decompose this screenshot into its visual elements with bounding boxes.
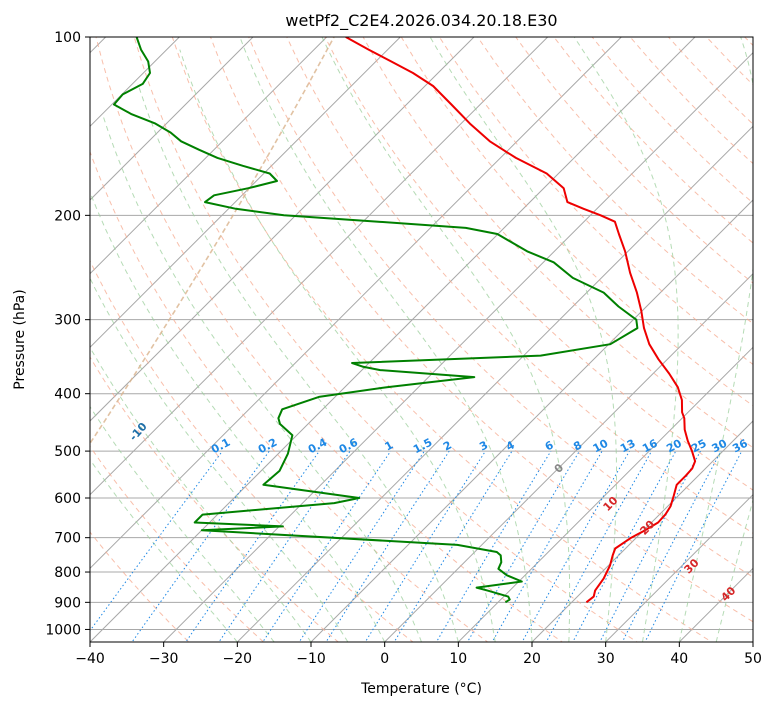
plot-frame (89, 36, 754, 643)
dry-adiabat (133, 37, 638, 642)
mixing-ratio-label: 10 (591, 437, 611, 456)
isotherm-gridline (384, 272, 753, 642)
moist-adiabat (179, 49, 496, 642)
mixing-ratio-label: 16 (640, 437, 660, 456)
mixing-ratio-line (491, 450, 603, 642)
chart-title: wetPf2_C2E4.2026.034.20.18.E30 (285, 11, 557, 31)
y-tick-label: 500 (54, 444, 81, 460)
moist-adiabat (90, 190, 386, 642)
dry-adiabat (210, 37, 753, 623)
mixing-ratio-line (435, 450, 552, 642)
dry-adiabat (90, 259, 414, 642)
tick-layer: −40 −30 −20 −10 0 10 20 30 40 50 100 200 300 400 500 60… (45, 30, 762, 667)
dry-adiabat (400, 37, 753, 407)
dry-adiabat (90, 356, 339, 642)
x-axis-label: Temperature (°C) (360, 681, 482, 697)
moist-adiabat (239, 37, 533, 642)
dry-adiabat (438, 37, 753, 366)
moist-adiabat (90, 458, 238, 642)
isotherm-gridline (457, 346, 753, 642)
plot-area: 0.10.20.40.611.52346810131620253036-100-… (90, 37, 753, 642)
isotherm-gridline (90, 37, 254, 201)
isotherm-gridline (90, 37, 549, 496)
x-tick-label: 20 (523, 651, 541, 667)
x-tick-label: −40 (75, 651, 105, 667)
moist-adiabat (90, 277, 349, 642)
y-tick-label: 200 (54, 208, 81, 224)
x-tick-label: −10 (296, 651, 326, 667)
dry-adiabat (95, 37, 564, 642)
dry-adiabat (171, 37, 713, 642)
y-tick-label: 600 (54, 491, 81, 507)
mixing-ratio-line (131, 450, 270, 642)
mixing-ratio-line (325, 450, 450, 642)
isotherm-gridline (90, 37, 328, 275)
temperature-line (345, 37, 697, 604)
dry-adiabat (90, 150, 489, 642)
mixing-ratio-line (599, 450, 701, 642)
mixing-ratio-line (572, 450, 677, 642)
moist-adiabat (90, 346, 312, 642)
mixing-ratio-line (545, 450, 653, 642)
isotherm-gridline (90, 37, 475, 422)
isotherm-gridline (163, 51, 753, 642)
y-tick-label: 900 (54, 595, 81, 611)
y-axis-label: Pressure (hPa) (12, 289, 28, 389)
dry-adiabat (324, 37, 753, 491)
isotherm-gridline (605, 493, 753, 642)
dewpoint-line (113, 37, 639, 604)
mixing-ratio-line (218, 450, 351, 642)
grid-layer (90, 37, 753, 642)
mixing-ratio-line (298, 450, 425, 642)
series-layer (113, 37, 697, 604)
x-tick-label: 30 (597, 651, 615, 667)
y-tick-label: 800 (54, 565, 81, 581)
isotherm-gridline (90, 37, 622, 570)
moist-adiabat (90, 405, 275, 642)
guide-layer (90, 37, 753, 642)
isotherm-gridline (236, 125, 753, 642)
moist-adiabat (137, 83, 459, 642)
x-tick-label: 50 (744, 651, 762, 667)
isotherm-gridline (90, 37, 401, 349)
mixing-ratio-line (393, 450, 513, 642)
dry-adiabat (248, 37, 753, 578)
y-tick-label: 700 (54, 531, 81, 547)
mixing-ratio-label: 30 (710, 437, 730, 456)
dry-adiabat (286, 37, 753, 534)
mixing-ratio-line (262, 450, 392, 642)
y-tick-label: 400 (54, 387, 81, 403)
y-tick-label: 1000 (45, 622, 81, 638)
x-tick-label: −20 (223, 651, 253, 667)
mixing-ratio-label: 13 (618, 437, 638, 456)
mixing-ratio-line (364, 450, 486, 642)
moist-adiabat (573, 37, 679, 642)
x-tick-label: 10 (449, 651, 467, 667)
isotherm-gridline (531, 420, 753, 642)
x-tick-label: 0 (380, 651, 389, 667)
x-tick-label: 40 (670, 651, 688, 667)
x-tick-label: −30 (149, 651, 179, 667)
moist-adiabat (321, 37, 571, 642)
y-tick-label: 100 (54, 30, 81, 46)
y-tick-label: 300 (54, 313, 81, 329)
mixing-ratio-label: 36 (730, 437, 750, 456)
mixing-ratio-line (466, 450, 580, 642)
moist-adiabat (429, 37, 617, 642)
mixing-ratio-label: 25 (689, 437, 709, 456)
mixing-ratio-label: 20 (664, 437, 684, 456)
